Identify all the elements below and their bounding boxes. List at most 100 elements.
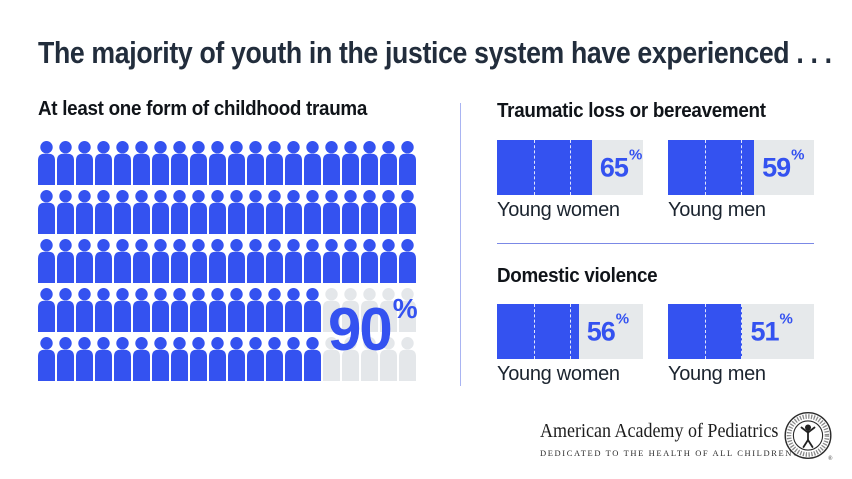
bar-traumatic-loss-young-men: 59% Young men bbox=[668, 140, 814, 221]
person-icon bbox=[323, 288, 340, 332]
percent-sign: % bbox=[628, 146, 643, 164]
person-icon bbox=[209, 239, 226, 283]
person-icon bbox=[114, 239, 131, 283]
person-icon bbox=[399, 190, 416, 234]
quartile-gridline bbox=[704, 304, 706, 359]
quartile-gridline bbox=[570, 304, 571, 359]
person-icon bbox=[247, 288, 264, 332]
person-icon bbox=[285, 337, 302, 381]
bar-track: 65% bbox=[497, 140, 643, 195]
person-icon bbox=[209, 190, 226, 234]
person-icon bbox=[38, 288, 55, 332]
person-icon bbox=[57, 141, 74, 185]
person-icon bbox=[361, 141, 378, 185]
person-icon bbox=[304, 239, 321, 283]
page-title: The majority of youth in the justice sys… bbox=[38, 35, 832, 70]
bar-value-label: 51% bbox=[750, 312, 792, 346]
person-icon bbox=[76, 337, 93, 381]
person-icon bbox=[133, 288, 150, 332]
person-icon bbox=[304, 190, 321, 234]
person-icon bbox=[342, 190, 359, 234]
person-icon bbox=[38, 141, 55, 185]
person-icon bbox=[266, 239, 283, 283]
person-icon bbox=[152, 239, 169, 283]
person-icon bbox=[228, 337, 245, 381]
bar-value-number: 51 bbox=[750, 316, 779, 346]
person-icon bbox=[380, 141, 397, 185]
quartile-gridline bbox=[741, 140, 742, 195]
person-icon bbox=[133, 190, 150, 234]
person-icon bbox=[114, 337, 131, 381]
org-tagline: DEDICATED TO THE HEALTH OF ALL CHILDREN® bbox=[540, 448, 802, 458]
quartile-gridline bbox=[704, 140, 706, 195]
person-icon bbox=[95, 190, 112, 234]
bar-fill bbox=[497, 140, 592, 195]
person-icon bbox=[76, 190, 93, 234]
waffle-value-number: 90 bbox=[328, 296, 393, 363]
person-icon bbox=[361, 337, 378, 381]
person-icon bbox=[152, 190, 169, 234]
bar-value-label: 59% bbox=[762, 148, 804, 182]
person-icon bbox=[380, 337, 397, 381]
bar-domestic-violence-young-women: 56% Young women bbox=[497, 304, 643, 385]
person-icon bbox=[133, 239, 150, 283]
person-icon bbox=[190, 337, 207, 381]
bar-category-label: Young women bbox=[497, 199, 620, 221]
person-icon bbox=[209, 141, 226, 185]
person-icon bbox=[228, 141, 245, 185]
person-icon bbox=[399, 288, 416, 332]
person-icon bbox=[399, 239, 416, 283]
person-icon bbox=[190, 141, 207, 185]
quartile-gridline bbox=[533, 304, 535, 359]
bar-track: 59% bbox=[668, 140, 814, 195]
waffle-chart bbox=[38, 141, 416, 381]
percent-sign: % bbox=[392, 292, 418, 324]
horizontal-divider bbox=[497, 243, 814, 244]
section-heading-traumatic-loss: Traumatic loss or bereavement bbox=[497, 100, 766, 122]
person-icon bbox=[228, 190, 245, 234]
bar-value-label: 65% bbox=[600, 148, 642, 181]
person-icon bbox=[247, 190, 264, 234]
person-icon bbox=[266, 337, 283, 381]
percent-sign: % bbox=[779, 310, 793, 328]
person-icon bbox=[342, 337, 359, 381]
person-icon bbox=[95, 141, 112, 185]
person-icon bbox=[304, 337, 321, 381]
person-icon bbox=[285, 288, 302, 332]
child-figure-icon bbox=[800, 424, 816, 448]
person-icon bbox=[171, 337, 188, 381]
person-icon bbox=[171, 141, 188, 185]
person-icon bbox=[361, 239, 378, 283]
percent-sign: % bbox=[791, 146, 805, 164]
person-icon bbox=[266, 288, 283, 332]
section-heading-childhood-trauma: At least one form of childhood trauma bbox=[38, 98, 368, 120]
person-icon bbox=[304, 288, 321, 332]
bar-traumatic-loss-young-women: 65% Young women bbox=[497, 140, 643, 221]
bar-value-number: 56 bbox=[586, 316, 616, 346]
person-icon bbox=[57, 239, 74, 283]
person-icon bbox=[133, 141, 150, 185]
person-icon bbox=[76, 141, 93, 185]
quartile-gridline bbox=[533, 140, 535, 195]
vertical-divider bbox=[460, 103, 461, 386]
person-icon bbox=[95, 239, 112, 283]
person-icon bbox=[247, 141, 264, 185]
person-icon bbox=[285, 141, 302, 185]
person-icon bbox=[38, 190, 55, 234]
bar-track: 56% bbox=[497, 304, 643, 359]
person-icon bbox=[266, 141, 283, 185]
bar-track: 51% bbox=[668, 304, 814, 359]
person-icon bbox=[114, 190, 131, 234]
person-icon bbox=[399, 337, 416, 381]
person-icon bbox=[171, 239, 188, 283]
bar-value-number: 59 bbox=[762, 152, 791, 182]
person-icon bbox=[38, 337, 55, 381]
person-icon bbox=[209, 337, 226, 381]
person-icon bbox=[285, 239, 302, 283]
person-icon bbox=[323, 337, 340, 381]
person-icon bbox=[247, 337, 264, 381]
person-icon bbox=[190, 288, 207, 332]
quartile-gridline bbox=[741, 304, 742, 359]
bar-category-label: Young women bbox=[497, 363, 620, 385]
